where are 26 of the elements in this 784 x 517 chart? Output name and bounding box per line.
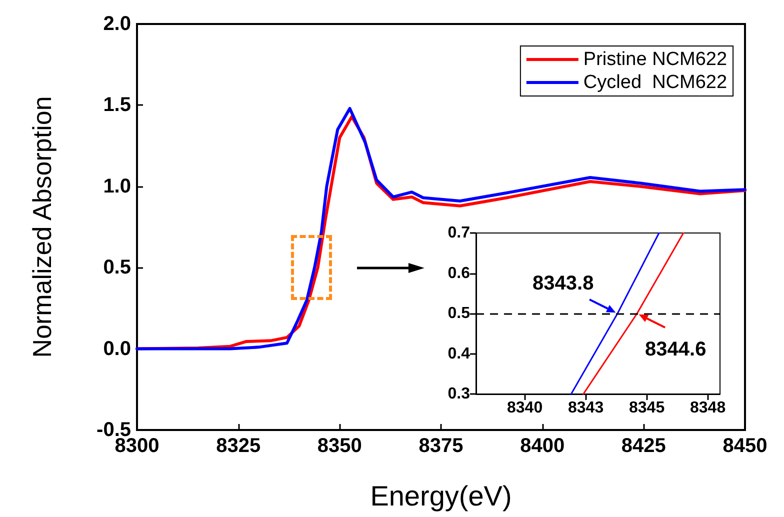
y-tick-label: 0.0 xyxy=(103,338,131,360)
y-tick-label: 1.0 xyxy=(103,175,131,198)
annotation: 8344.6 xyxy=(645,338,706,360)
x-tick-label: 8400 xyxy=(520,435,565,457)
x-tick-label: 8348 xyxy=(690,400,726,416)
x-tick-label: 8325 xyxy=(216,435,261,457)
y-tick-label: 0.5 xyxy=(448,305,470,322)
x-tick-label: 8450 xyxy=(722,435,768,457)
y-tick-label: 1.5 xyxy=(103,94,131,116)
annotation: 8343.8 xyxy=(532,272,594,294)
x-tick-label: 8340 xyxy=(507,400,543,416)
x-tick-label: 8343 xyxy=(568,400,604,416)
y-tick-label: 0.5 xyxy=(103,256,131,279)
x-tick-label: 8350 xyxy=(317,435,362,457)
x-tick-label: 8345 xyxy=(629,400,665,416)
y-axis-title: Normalized Absorption xyxy=(27,96,57,358)
y-tick-label: 0.6 xyxy=(448,264,470,282)
x-tick-label: 8425 xyxy=(621,435,666,457)
legend-label: Pristine NCM622 xyxy=(583,49,728,70)
legend-label: Cycled NCM622 xyxy=(583,72,728,94)
y-tick-label: 0.4 xyxy=(448,345,470,362)
y-tick-label: 2.0 xyxy=(103,13,131,35)
y-tick-label: 0.3 xyxy=(448,386,470,402)
y-tick-label: 0.7 xyxy=(448,224,470,242)
x-tick-label: 8375 xyxy=(418,435,464,457)
x-axis-title: Energy(eV) xyxy=(370,480,512,512)
